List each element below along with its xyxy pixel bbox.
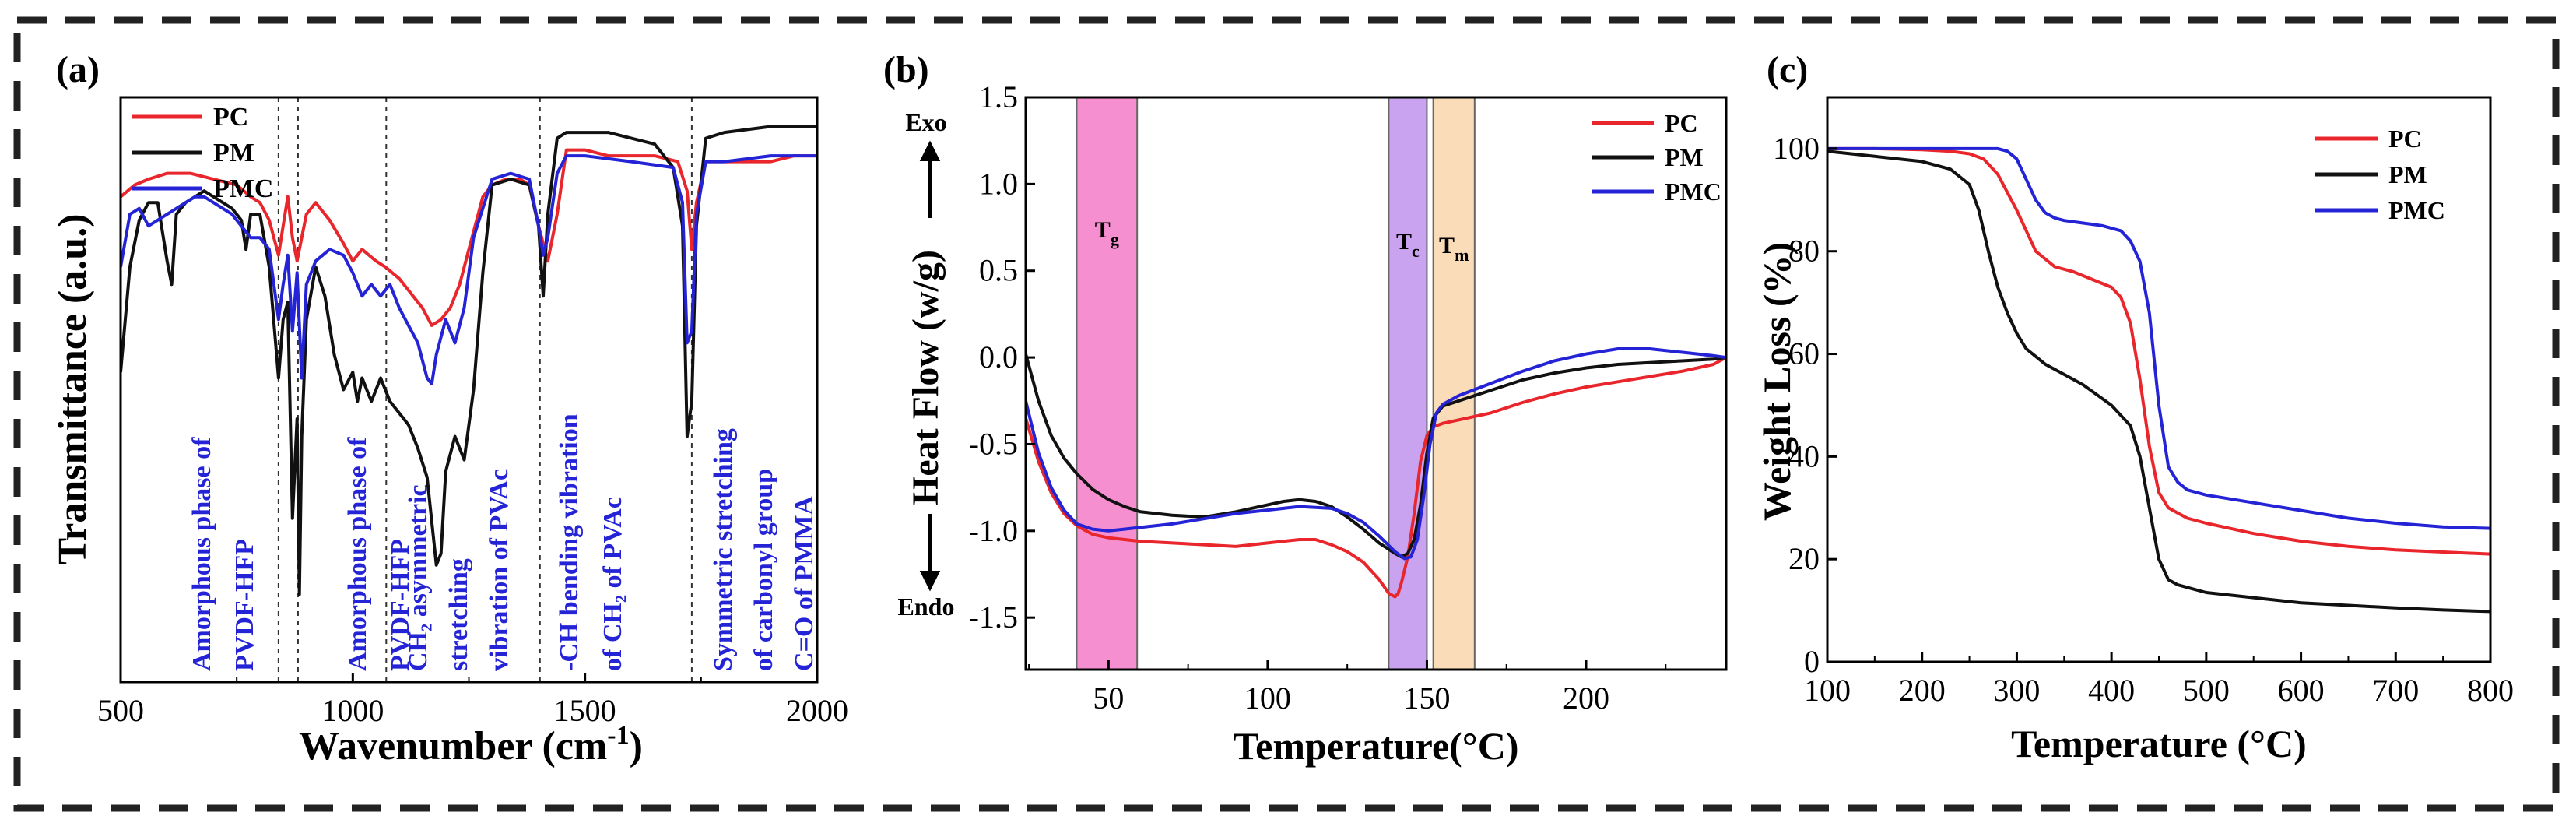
series-line-pc bbox=[1026, 356, 1726, 599]
x-tick-label: 1500 bbox=[554, 693, 616, 728]
legend-label-pmc: PMC bbox=[1665, 178, 1721, 206]
band-c bbox=[1388, 97, 1427, 670]
band-m bbox=[1433, 97, 1475, 670]
y-tick-label: 0 bbox=[1804, 644, 1820, 679]
x-tick-label: 300 bbox=[1993, 673, 2040, 708]
y-tick-label: 1.5 bbox=[979, 79, 1018, 114]
panel-c: (c) 100 200 300 400 500 600 700 800 0 20 40 60 80 100… bbox=[1755, 49, 2514, 765]
legend-label-pm: PM bbox=[2388, 160, 2427, 188]
annotation-label: C=O of PMMA bbox=[790, 495, 819, 671]
series-line-pc bbox=[121, 148, 817, 327]
band-label-m-sub: m bbox=[1455, 245, 1469, 265]
panel-label-b: (b) bbox=[883, 49, 929, 90]
y-tick-label: 40 bbox=[1788, 438, 1820, 473]
y-tick-label: 80 bbox=[1788, 234, 1820, 269]
x-tick-label: 200 bbox=[1563, 681, 1609, 716]
series-line-pm bbox=[1026, 353, 1726, 559]
annotation-label: vibration of PVAc bbox=[485, 469, 514, 671]
y-tick-label: 1.0 bbox=[979, 166, 1018, 201]
x-tick-label: 500 bbox=[97, 693, 144, 728]
band-label-c: Tc bbox=[1396, 229, 1420, 261]
legend-label-pc: PC bbox=[2388, 125, 2422, 153]
annotation-label: stretching bbox=[444, 558, 473, 671]
panel-label-a: (a) bbox=[56, 49, 100, 90]
y-axis-exo-label: Exo bbox=[905, 108, 946, 136]
y-axis-label-b: Heat Flow (w/g) bbox=[905, 250, 946, 505]
band-label-m: Tm bbox=[1439, 233, 1469, 265]
x-tick-label: 200 bbox=[1899, 673, 1946, 708]
y-tick-label: -1.5 bbox=[969, 600, 1018, 635]
legend-label-pmc: PMC bbox=[213, 174, 273, 203]
series-line-pm bbox=[1827, 149, 2490, 614]
band-label-m-main: T bbox=[1439, 233, 1455, 258]
dashed-frame bbox=[13, 16, 2560, 812]
annotation-label: CH₂ asymmetric bbox=[404, 484, 433, 671]
x-axis-label-b: Temperature(°C) bbox=[1233, 724, 1518, 768]
endo-arrow bbox=[919, 514, 941, 592]
x-tick-label: 2000 bbox=[786, 693, 848, 728]
x-tick-label: 100 bbox=[1804, 673, 1851, 708]
legend-label-pm: PM bbox=[213, 139, 254, 167]
series-line-pc bbox=[1827, 146, 2490, 556]
y-tick-label: 20 bbox=[1788, 541, 1820, 576]
x-axis-label-a-main: Wavenumber (cm bbox=[299, 724, 607, 768]
legend-label-pc: PC bbox=[213, 103, 248, 132]
y-axis-label-a: Transmittance (a.u.) bbox=[51, 213, 95, 564]
x-tick-label: 1000 bbox=[321, 693, 384, 728]
annotation-label: PVDF-HFP bbox=[386, 539, 415, 671]
plot-frame-b bbox=[1024, 96, 1728, 671]
x-tick-label: 700 bbox=[2372, 673, 2419, 708]
panel-a: (a) 500 1000 1500 2000 Amorphous phase of PV… bbox=[51, 49, 848, 768]
annotation-label: of carbonyl group bbox=[749, 469, 778, 671]
series-line-pmc bbox=[1827, 146, 2490, 530]
series-line-pm bbox=[121, 125, 817, 596]
y-tick-label: 0.0 bbox=[979, 339, 1018, 375]
x-tick-label: 600 bbox=[2278, 673, 2325, 708]
panel-label-c: (c) bbox=[1767, 49, 1808, 90]
annotation-label: Symmetric stretching bbox=[709, 428, 738, 671]
annotation-label: PVDF-HFP bbox=[230, 539, 259, 671]
x-tick-label: 500 bbox=[2183, 673, 2230, 708]
x-axis-label-a-end: ) bbox=[630, 724, 643, 768]
band-label-c-main: T bbox=[1396, 229, 1412, 255]
band-label-g-main: T bbox=[1095, 217, 1111, 243]
annotation-label: Amorphous phase of bbox=[188, 437, 216, 671]
y-tick-label: 0.5 bbox=[979, 253, 1018, 288]
band-g bbox=[1076, 97, 1138, 670]
x-tick-label: 150 bbox=[1403, 681, 1450, 716]
y-axis-label-c: Weight Loss (%) bbox=[1755, 242, 1799, 521]
band-label-c-sub: c bbox=[1412, 241, 1420, 261]
panel-b: (b) Tg Tc Tm 50 100 150 200-1.5-1.0-0.50.00.5… bbox=[883, 49, 1728, 768]
y-axis-endo-label: Endo bbox=[898, 593, 955, 621]
legend-label-pc: PC bbox=[1665, 109, 1698, 137]
x-axis-label-a: Wavenumber (cm-1) bbox=[299, 721, 643, 768]
band-label-g: Tg bbox=[1095, 217, 1119, 249]
band-label-g-sub: g bbox=[1111, 230, 1119, 249]
y-tick-label: 100 bbox=[1773, 131, 1820, 166]
exo-arrow bbox=[919, 140, 941, 218]
annotation-label: -CH bending vibration bbox=[555, 413, 584, 671]
x-tick-label: 400 bbox=[2088, 673, 2135, 708]
x-tick-label: 800 bbox=[2467, 673, 2514, 708]
series-line-pmc bbox=[121, 154, 817, 385]
x-axis-label-a-sup: -1 bbox=[607, 721, 629, 750]
annotation-label: of CH₂ of PVAc bbox=[598, 497, 627, 671]
y-tick-label: 60 bbox=[1788, 336, 1820, 371]
y-tick-label: -1.0 bbox=[969, 513, 1018, 548]
legend-label-pmc: PMC bbox=[2388, 196, 2445, 224]
y-tick-label: -0.5 bbox=[969, 426, 1018, 461]
x-axis-label-c: Temperature (°C) bbox=[2011, 722, 2307, 765]
legend-label-pm: PM bbox=[1665, 143, 1704, 171]
x-tick-label: 50 bbox=[1093, 681, 1124, 716]
x-tick-label: 100 bbox=[1244, 681, 1291, 716]
series-line-pmc bbox=[1026, 347, 1726, 561]
annotation-label: Amorphous phase of bbox=[343, 437, 372, 671]
